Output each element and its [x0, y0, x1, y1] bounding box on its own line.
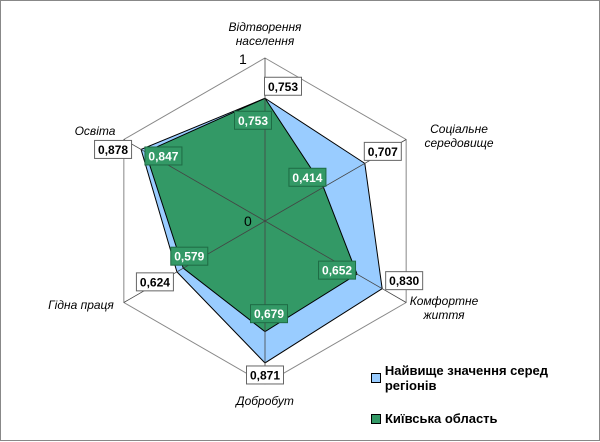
- axis-title: Освіта: [75, 124, 116, 138]
- data-label-kyiv: 0,679: [254, 307, 284, 321]
- data-label-max: 0,830: [389, 274, 419, 288]
- tick-label-0: 0: [244, 213, 252, 229]
- data-label-max: 0,707: [368, 145, 398, 159]
- data-label-kyiv-box: [318, 260, 357, 280]
- legend-label-kyiv: Київська область: [385, 411, 498, 426]
- legend-item-kyiv: Київська область: [371, 411, 498, 426]
- data-label-max-box: [363, 141, 402, 161]
- data-label-kyiv: 0,414: [292, 171, 322, 185]
- data-label-kyiv: 0,652: [322, 264, 352, 278]
- legend-item-max: Найвище значення серед регіонів: [371, 363, 599, 393]
- data-label-kyiv-box: [144, 146, 183, 166]
- data-label-kyiv-box: [250, 304, 288, 324]
- data-label-kyiv-box: [234, 110, 272, 130]
- data-label-kyiv: 0,753: [238, 114, 268, 128]
- data-label-kyiv: 0,847: [148, 149, 178, 163]
- axis-title: Добробут: [234, 394, 294, 408]
- data-label-max: 0,753: [268, 80, 298, 94]
- data-label-max: 0,878: [98, 143, 128, 157]
- data-label-max-box: [246, 365, 284, 385]
- data-label-kyiv-box: [170, 246, 209, 266]
- data-label-max: 0,871: [250, 368, 280, 382]
- data-label-max-box: [94, 139, 133, 159]
- legend-label-max: Найвище значення серед регіонів: [384, 363, 549, 393]
- data-label-max-box: [135, 272, 174, 292]
- axis-title: Гідна праця: [48, 298, 114, 312]
- axis-title: Відтворення населення: [229, 20, 303, 48]
- axis-title: Соціальне середовище: [424, 122, 493, 150]
- legend-swatch-max: [371, 373, 381, 383]
- axis-title: Комфортне життя: [410, 294, 479, 322]
- data-label-kyiv-box: [288, 167, 327, 187]
- data-label-max: 0,624: [140, 275, 170, 289]
- data-label-max-box: [264, 76, 302, 96]
- legend-swatch-kyiv: [371, 413, 381, 424]
- tick-label-1: 1: [239, 51, 247, 67]
- data-label-kyiv: 0,579: [174, 250, 204, 264]
- data-label-max-box: [385, 271, 424, 291]
